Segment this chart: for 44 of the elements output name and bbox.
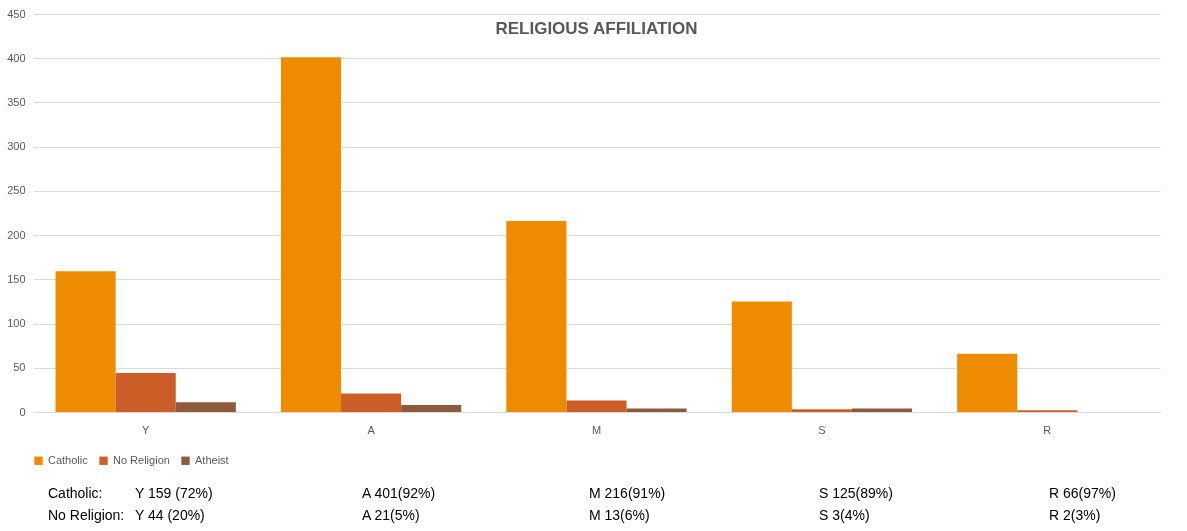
text: M 13(6%) — [589, 506, 651, 525]
x-tick-label: A — [367, 423, 376, 436]
y-tick-label: 250 — [7, 184, 26, 197]
text: S 3(4%) — [819, 506, 871, 525]
bar — [55, 271, 116, 412]
text: A 401(92%) — [362, 484, 437, 503]
bar — [175, 402, 236, 412]
text: R 66(97%) — [1049, 484, 1117, 503]
y-tick-label: 0 — [19, 405, 26, 418]
text: M 216(91%) — [589, 484, 667, 503]
y-tick-label: 450 — [7, 7, 26, 20]
x-tick-label: R — [1043, 423, 1052, 436]
bar — [280, 57, 342, 412]
text: No Religion: — [48, 506, 126, 525]
bar — [506, 220, 567, 412]
text: Y 159 (72%) — [135, 484, 214, 503]
y-tick-label: 50 — [13, 361, 26, 374]
bar — [626, 408, 687, 412]
y-tick-label: 150 — [7, 272, 26, 285]
bar — [731, 301, 792, 412]
bar — [851, 408, 913, 412]
chart-title: RELIGIOUS AFFILIATION — [495, 19, 698, 38]
legend-label: No Religion — [113, 453, 170, 466]
y-tick-label: 400 — [7, 51, 26, 64]
text: S 125(89%) — [819, 484, 894, 503]
x-tick-label: S — [818, 423, 826, 436]
bar — [401, 404, 462, 412]
text: Y 44 (20%) — [135, 506, 206, 525]
bar — [566, 400, 627, 412]
y-tick-label: 350 — [7, 95, 26, 108]
bar — [115, 373, 176, 412]
bar — [791, 409, 852, 412]
y-tick-label: 300 — [7, 140, 26, 153]
legend-label: Atheist — [195, 453, 229, 466]
bar — [341, 393, 402, 412]
bar — [957, 353, 1018, 412]
text: Catholic: — [48, 484, 104, 503]
y-tick-label: 200 — [7, 228, 26, 241]
legend-label: Catholic — [48, 453, 89, 466]
x-tick-label: Y — [142, 423, 151, 436]
x-tick-label: M — [591, 423, 602, 436]
text: A 21(5%) — [362, 506, 421, 525]
y-tick-label: 100 — [7, 317, 26, 330]
text: R 2(3%) — [1049, 506, 1102, 525]
